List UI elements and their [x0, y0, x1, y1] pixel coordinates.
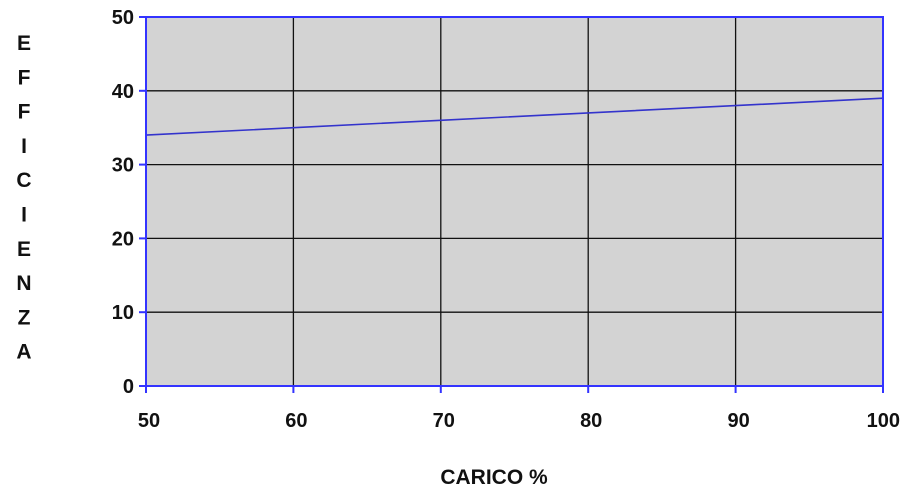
y-tick-label-50: 50 — [112, 7, 134, 29]
x-tick-label-50: 50 — [138, 410, 160, 432]
x-tick-labels: 50 60 70 80 90 100 — [138, 410, 900, 432]
y-tick-label-0: 0 — [123, 376, 134, 398]
grid-lines — [146, 17, 883, 386]
x-tick-label-60: 60 — [285, 410, 307, 432]
plot-border — [145, 16, 884, 387]
y-tick-label-20: 20 — [112, 228, 134, 250]
series-group — [145, 97, 884, 136]
y-tick-label-40: 40 — [112, 81, 134, 103]
plot-area — [146, 17, 883, 386]
y-axis-title-letter: Z — [18, 306, 31, 329]
y-tick-label-10: 10 — [112, 302, 134, 324]
x-axis-title: CARICO % — [440, 466, 548, 488]
x-tick-label-90: 90 — [727, 410, 749, 432]
y-axis-title-letter: E — [17, 238, 31, 261]
x-tick-label-100: 100 — [867, 410, 900, 432]
x-tick-label-80: 80 — [580, 410, 602, 432]
y-axis-title-letter: F — [18, 66, 31, 89]
axis-ticks — [139, 16, 884, 393]
series-line-0 — [145, 97, 884, 136]
x-tick-label-70: 70 — [433, 410, 455, 432]
y-axis-title-letter: A — [16, 341, 31, 364]
y-tick-labels: 0 10 20 30 40 50 — [112, 7, 134, 398]
y-axis-title-letter: I — [21, 204, 27, 227]
y-axis-title-letter: C — [16, 169, 31, 192]
y-axis-title-letter: F — [18, 101, 31, 124]
y-axis-title-letter: N — [16, 272, 31, 295]
y-tick-label-30: 30 — [112, 155, 134, 177]
y-axis-title-letter: I — [21, 135, 27, 158]
y-axis-title-letter: E — [17, 32, 31, 55]
